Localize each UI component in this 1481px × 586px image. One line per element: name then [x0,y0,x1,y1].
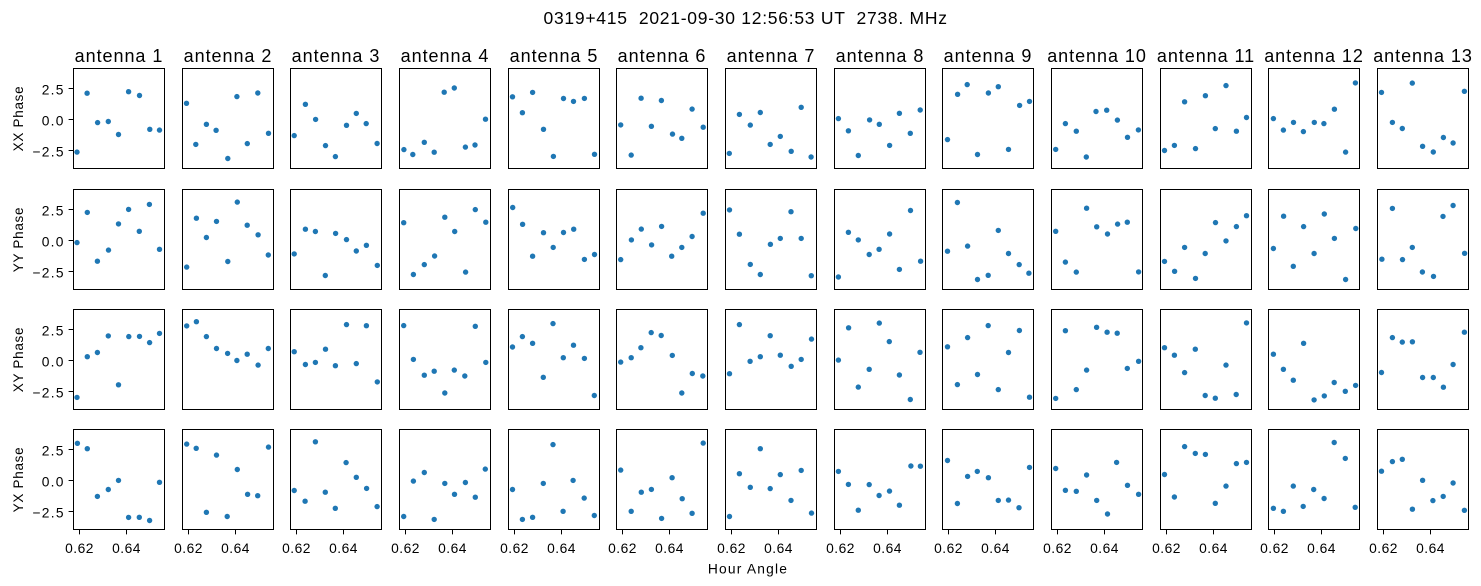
svg-text:2.5: 2.5 [42,82,65,97]
svg-text:0.64: 0.64 [329,541,358,556]
svg-text:0.0: 0.0 [42,474,65,489]
svg-text:0.64: 0.64 [221,541,250,556]
svg-text:0.64: 0.64 [764,541,793,556]
svg-text:antenna 8: antenna 8 [836,46,925,66]
svg-text:antenna 7: antenna 7 [727,46,816,66]
svg-text:0.62: 0.62 [934,541,963,556]
svg-text:2.5: 2.5 [42,203,65,218]
svg-text:0.62: 0.62 [608,541,637,556]
svg-text:YY Phase: YY Phase [11,207,26,272]
svg-text:antenna 5: antenna 5 [510,46,599,66]
svg-text:XY Phase: XY Phase [11,327,26,392]
svg-text:0.62: 0.62 [717,541,746,556]
svg-text:0.64: 0.64 [1199,541,1228,556]
svg-text:antenna 6: antenna 6 [618,46,707,66]
svg-text:0.64: 0.64 [1416,541,1445,556]
svg-text:−2.5: −2.5 [32,144,64,159]
svg-text:antenna 1: antenna 1 [75,46,164,66]
svg-text:0.0: 0.0 [42,234,65,249]
svg-text:0.62: 0.62 [1369,541,1398,556]
svg-text:−2.5: −2.5 [32,265,64,280]
svg-text:2.5: 2.5 [42,443,65,458]
svg-text:2.5: 2.5 [42,323,65,338]
svg-text:0.62: 0.62 [1152,541,1181,556]
svg-text:0.62: 0.62 [500,541,529,556]
svg-text:YX Phase: YX Phase [11,447,26,513]
svg-text:antenna 13: antenna 13 [1373,46,1473,66]
svg-text:0.64: 0.64 [547,541,576,556]
svg-text:0.62: 0.62 [391,541,420,556]
svg-text:0.0: 0.0 [42,113,65,128]
svg-text:XX Phase: XX Phase [11,86,26,152]
svg-text:0.64: 0.64 [655,541,684,556]
svg-text:Hour Angle: Hour Angle [708,562,788,577]
svg-text:0.64: 0.64 [112,541,141,556]
svg-text:0.62: 0.62 [174,541,203,556]
svg-text:antenna 10: antenna 10 [1047,46,1147,66]
svg-text:0.62: 0.62 [65,541,94,556]
svg-text:0.64: 0.64 [1307,541,1336,556]
svg-text:0.64: 0.64 [873,541,902,556]
svg-text:0.64: 0.64 [981,541,1010,556]
svg-text:0.64: 0.64 [438,541,467,556]
svg-text:antenna 3: antenna 3 [292,46,381,66]
svg-text:0.62: 0.62 [1260,541,1289,556]
svg-text:antenna 12: antenna 12 [1264,46,1364,66]
svg-text:−2.5: −2.5 [32,385,64,400]
svg-text:antenna 2: antenna 2 [184,46,273,66]
svg-text:0.62: 0.62 [826,541,855,556]
svg-text:antenna 4: antenna 4 [401,46,490,66]
svg-text:0.62: 0.62 [282,541,311,556]
svg-text:0.62: 0.62 [1043,541,1072,556]
svg-text:antenna 11: antenna 11 [1157,46,1255,66]
svg-text:0.0: 0.0 [42,354,65,369]
svg-text:0.64: 0.64 [1090,541,1119,556]
svg-text:−2.5: −2.5 [32,505,64,520]
svg-text:0319+415 2021-09-30 12:56:53: 0319+415 2021-09-30 12:56:53 UT 2738. MH… [544,8,948,28]
svg-text:antenna 9: antenna 9 [944,46,1033,66]
